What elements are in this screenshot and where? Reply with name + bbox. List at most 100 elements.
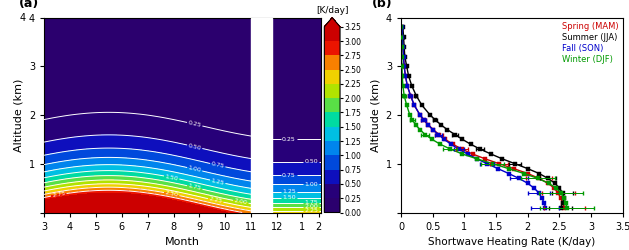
- Spring (MAM): [557, 196, 564, 200]
- Winter (DJF): [557, 192, 565, 194]
- Spring (MAM): [399, 45, 407, 48]
- Spring (MAM): [510, 167, 518, 170]
- Summer (JJA): [487, 152, 495, 156]
- Text: (b): (b): [372, 0, 392, 10]
- Fall (SON): [425, 123, 432, 126]
- Summer (JJA): [551, 182, 559, 185]
- Spring (MAM): [524, 172, 532, 175]
- Text: 2.00: 2.00: [233, 198, 248, 205]
- Fall (SON): [440, 138, 448, 141]
- Winter (DJF): [545, 182, 552, 185]
- Winter (DJF): [398, 45, 406, 48]
- Spring (MAM): [420, 118, 428, 122]
- Spring (MAM): [399, 36, 406, 38]
- Spring (MAM): [559, 201, 566, 204]
- Fall (SON): [494, 167, 502, 170]
- Summer (JJA): [426, 114, 434, 116]
- Winter (DJF): [552, 186, 560, 190]
- Winter (DJF): [520, 172, 528, 175]
- Summer (JJA): [524, 167, 532, 170]
- Winter (DJF): [489, 162, 497, 165]
- Winter (DJF): [428, 138, 436, 141]
- Winter (DJF): [398, 55, 406, 58]
- Text: 2.25: 2.25: [208, 196, 223, 204]
- Fall (SON): [435, 133, 442, 136]
- Winter (DJF): [409, 118, 416, 122]
- Line: Spring (MAM): Spring (MAM): [401, 26, 566, 209]
- Spring (MAM): [469, 152, 476, 156]
- Text: 1.50: 1.50: [282, 195, 296, 200]
- Winter (DJF): [560, 196, 567, 200]
- Spring (MAM): [496, 162, 503, 165]
- Fall (SON): [400, 55, 408, 58]
- Text: 2.25: 2.25: [304, 208, 318, 213]
- Text: 4: 4: [19, 13, 25, 23]
- X-axis label: Month: Month: [165, 237, 200, 247]
- Summer (JJA): [399, 26, 407, 29]
- Text: 0.75: 0.75: [211, 161, 225, 169]
- Text: 1.00: 1.00: [187, 165, 202, 173]
- Fall (SON): [402, 74, 409, 78]
- Text: 0.50: 0.50: [187, 143, 202, 151]
- Summer (JJA): [443, 128, 451, 131]
- Line: Summer (JJA): Summer (JJA): [401, 26, 566, 209]
- X-axis label: Shortwave Heating Rate (K/day): Shortwave Heating Rate (K/day): [428, 237, 596, 247]
- Summer (JJA): [544, 177, 552, 180]
- Winter (DJF): [534, 177, 542, 180]
- Winter (DJF): [401, 94, 408, 97]
- Summer (JJA): [408, 84, 416, 87]
- Spring (MAM): [481, 158, 489, 160]
- Text: 1.25: 1.25: [211, 178, 225, 186]
- Fall (SON): [540, 201, 548, 204]
- Fall (SON): [464, 152, 471, 156]
- Spring (MAM): [560, 206, 568, 209]
- Spring (MAM): [416, 114, 424, 116]
- Summer (JJA): [405, 74, 413, 78]
- Winter (DJF): [399, 84, 407, 87]
- Summer (JJA): [535, 172, 543, 175]
- Fall (SON): [407, 94, 415, 97]
- Text: (a): (a): [19, 0, 40, 10]
- Summer (JJA): [467, 143, 474, 146]
- Text: 1.00: 1.00: [304, 182, 318, 187]
- Winter (DJF): [421, 133, 429, 136]
- Winter (DJF): [437, 143, 444, 146]
- Fall (SON): [399, 45, 407, 48]
- Winter (DJF): [459, 152, 466, 156]
- Spring (MAM): [554, 192, 562, 194]
- Spring (MAM): [535, 177, 543, 180]
- Fall (SON): [401, 65, 408, 68]
- Summer (JJA): [400, 36, 408, 38]
- Winter (DJF): [447, 148, 454, 150]
- Fall (SON): [429, 128, 437, 131]
- Line: Fall (SON): Fall (SON): [401, 26, 547, 209]
- Spring (MAM): [402, 74, 409, 78]
- Summer (JJA): [511, 162, 519, 165]
- Spring (MAM): [407, 94, 415, 97]
- Winter (DJF): [406, 114, 414, 116]
- Text: 0.50: 0.50: [304, 159, 318, 164]
- Winter (DJF): [416, 128, 424, 131]
- Summer (JJA): [403, 65, 411, 68]
- Y-axis label: Altitude (km): Altitude (km): [370, 78, 380, 152]
- Spring (MAM): [399, 26, 406, 29]
- Fall (SON): [399, 26, 406, 29]
- Summer (JJA): [459, 138, 466, 141]
- Winter (DJF): [403, 104, 411, 107]
- Winter (DJF): [398, 65, 406, 68]
- Fall (SON): [542, 206, 549, 209]
- Winter (DJF): [473, 158, 481, 160]
- PathPatch shape: [325, 18, 340, 27]
- Fall (SON): [538, 196, 545, 200]
- Fall (SON): [515, 177, 523, 180]
- Title: [K/day]: [K/day]: [316, 6, 348, 15]
- Fall (SON): [420, 118, 428, 122]
- Winter (DJF): [412, 123, 420, 126]
- Winter (DJF): [398, 36, 405, 38]
- Text: 2.50: 2.50: [164, 190, 179, 198]
- Line: Winter (DJF): Winter (DJF): [400, 26, 569, 209]
- Summer (JJA): [557, 206, 564, 209]
- Summer (JJA): [418, 104, 426, 107]
- Spring (MAM): [449, 143, 457, 146]
- Fall (SON): [447, 143, 455, 146]
